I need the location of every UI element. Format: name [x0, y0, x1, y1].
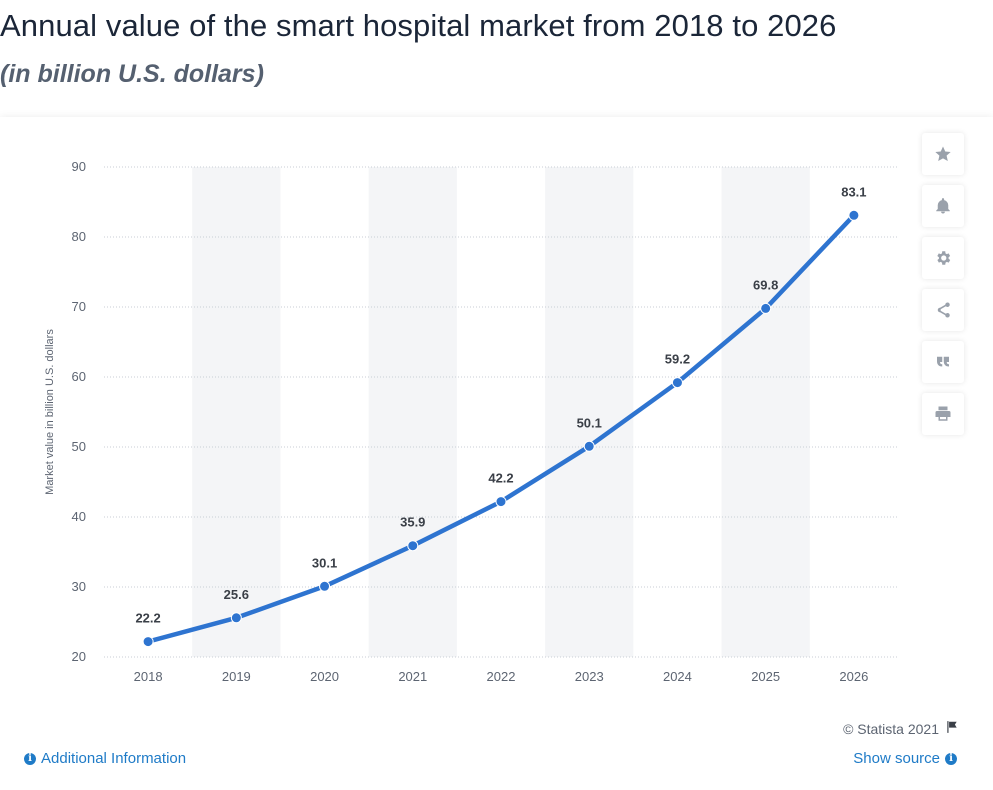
flag-icon[interactable] [945, 720, 959, 737]
data-label: 83.1 [841, 184, 866, 199]
x-tick-label: 2026 [839, 669, 868, 684]
copyright-notice: © Statista 2021 [843, 720, 959, 737]
x-tick-label: 2019 [222, 669, 251, 684]
data-point[interactable] [671, 377, 683, 389]
x-tick-label: 2020 [310, 669, 339, 684]
share-icon [937, 302, 950, 318]
category-band [192, 167, 281, 657]
data-label: 30.1 [312, 555, 337, 570]
chart-title: Annual value of the smart hospital marke… [0, 8, 837, 43]
x-tick-label: 2018 [134, 669, 163, 684]
x-tick-label: 2025 [751, 669, 780, 684]
category-band [368, 167, 457, 657]
x-tick-label: 2023 [575, 669, 604, 684]
show-source-label: Show source [853, 750, 940, 767]
data-point[interactable] [407, 540, 419, 552]
y-tick-label: 40 [72, 509, 86, 524]
data-label: 25.6 [224, 587, 249, 602]
copyright-text: © Statista 2021 [843, 720, 939, 737]
data-point[interactable] [230, 612, 242, 624]
additional-information-link[interactable]: i Additional Information [24, 750, 186, 767]
print-icon [935, 406, 951, 421]
y-tick-label: 20 [72, 649, 86, 664]
quote-icon [937, 356, 949, 367]
favorite-button[interactable] [922, 133, 964, 175]
show-source-link[interactable]: Show source i [853, 750, 957, 767]
data-point[interactable] [760, 302, 772, 314]
chart-toolbar [922, 133, 964, 445]
info-icon: i [24, 752, 36, 765]
data-label: 22.2 [135, 611, 160, 626]
notification-button[interactable] [922, 185, 964, 227]
gear-icon [937, 251, 951, 265]
data-point[interactable] [495, 496, 507, 508]
data-point[interactable] [319, 580, 331, 592]
y-tick-label: 80 [72, 229, 86, 244]
data-point[interactable] [848, 209, 860, 221]
y-tick-label: 90 [72, 159, 86, 174]
cite-button[interactable] [922, 341, 964, 383]
data-label: 42.2 [488, 471, 513, 486]
share-button[interactable] [922, 289, 964, 331]
bell-icon [936, 198, 950, 214]
data-label: 59.2 [665, 352, 690, 367]
data-label: 35.9 [400, 515, 425, 530]
y-tick-label: 50 [72, 439, 86, 454]
y-tick-label: 30 [72, 579, 86, 594]
settings-button[interactable] [922, 237, 964, 279]
info-icon: i [945, 752, 957, 765]
category-band [721, 167, 810, 657]
data-label: 50.1 [577, 415, 602, 430]
star-icon [935, 146, 951, 161]
print-button[interactable] [922, 393, 964, 435]
chart-subtitle: (in billion U.S. dollars) [0, 60, 264, 88]
x-tick-label: 2022 [487, 669, 516, 684]
data-point[interactable] [583, 440, 595, 452]
x-tick-label: 2021 [398, 669, 427, 684]
x-tick-label: 2024 [663, 669, 692, 684]
data-label: 69.8 [753, 277, 778, 292]
y-axis-label: Market value in billion U.S. dollars [44, 329, 56, 495]
y-tick-label: 70 [72, 299, 86, 314]
chart-card [0, 117, 993, 790]
y-tick-label: 60 [72, 369, 86, 384]
data-point[interactable] [142, 636, 154, 648]
category-band [545, 167, 634, 657]
additional-information-label: Additional Information [41, 750, 187, 767]
